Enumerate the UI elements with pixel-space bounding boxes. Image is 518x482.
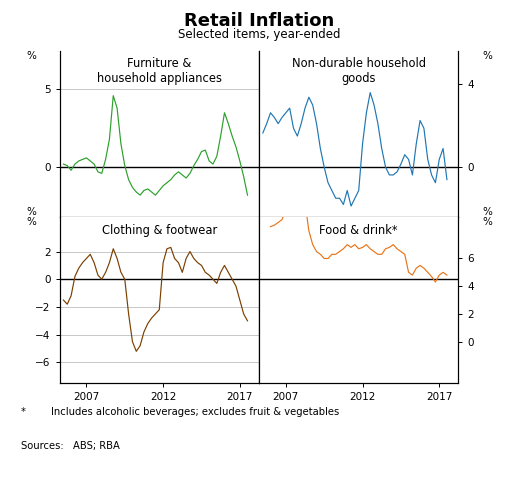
Text: %: % bbox=[482, 51, 492, 61]
Text: %: % bbox=[482, 207, 492, 217]
Text: Food & drink*: Food & drink* bbox=[320, 224, 398, 237]
Text: Sources:   ABS; RBA: Sources: ABS; RBA bbox=[21, 441, 120, 451]
Text: Clothing & footwear: Clothing & footwear bbox=[102, 224, 217, 237]
Text: Selected items, year-ended: Selected items, year-ended bbox=[178, 28, 340, 41]
Text: Retail Inflation: Retail Inflation bbox=[184, 12, 334, 30]
Text: *        Includes alcoholic beverages; excludes fruit & vegetables: * Includes alcoholic beverages; excludes… bbox=[21, 407, 339, 417]
Text: %: % bbox=[26, 217, 36, 227]
Text: %: % bbox=[482, 217, 492, 227]
Text: Furniture &
household appliances: Furniture & household appliances bbox=[97, 57, 222, 85]
Text: %: % bbox=[26, 51, 36, 61]
Text: %: % bbox=[26, 207, 36, 217]
Text: Non-durable household
goods: Non-durable household goods bbox=[292, 57, 426, 85]
